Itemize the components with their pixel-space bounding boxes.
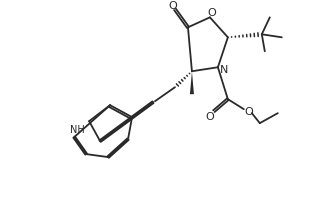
Text: NH: NH	[70, 125, 85, 134]
Polygon shape	[190, 72, 194, 95]
Text: N: N	[220, 65, 228, 75]
Text: O: O	[169, 1, 177, 11]
Text: O: O	[245, 107, 253, 117]
Text: O: O	[208, 8, 216, 18]
Text: O: O	[205, 112, 214, 122]
